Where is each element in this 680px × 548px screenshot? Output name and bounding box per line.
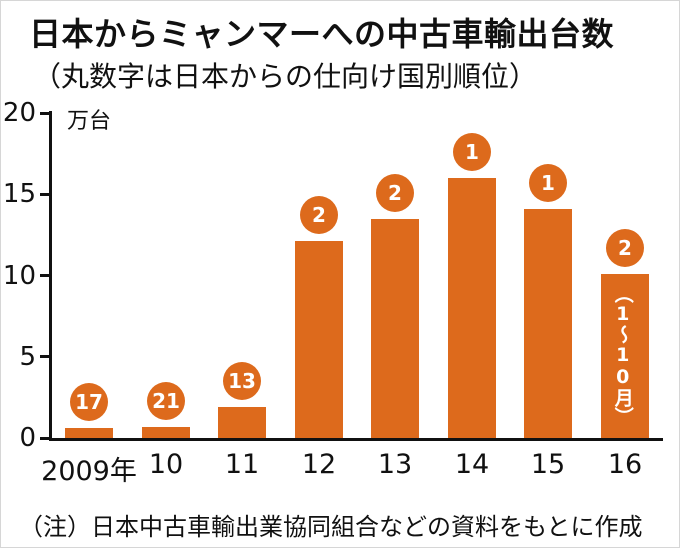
- rank-badge: 2: [376, 174, 414, 212]
- rank-badge: 1: [529, 164, 567, 202]
- bar-16: [601, 274, 649, 438]
- x-tick-label: 10: [148, 449, 184, 480]
- rank-badge: 2: [606, 229, 644, 267]
- y-tick-label: 0: [19, 423, 36, 453]
- rank-badge: 1: [453, 133, 491, 171]
- y-tick-label: 20: [2, 98, 36, 128]
- x-tick-label: 13: [377, 449, 413, 480]
- chart-title: 日本からミャンマーへの中古車輸出台数: [29, 15, 615, 53]
- bar-2009年: [65, 428, 113, 438]
- bar-12: [295, 241, 343, 438]
- y-tick-label: 10: [2, 260, 36, 291]
- bar-period-annotation: （1～10月）: [611, 283, 634, 426]
- y-tick: [40, 111, 49, 115]
- plot-area: 17 21 13 2 2 1 1 2 （1～10月）: [51, 113, 663, 438]
- y-tick-label: 15: [2, 179, 36, 210]
- x-axis-labels: 2009年 10 11 12 13 14 15 16: [41, 449, 663, 487]
- rank-badge: 17: [70, 383, 108, 421]
- bar-13: [371, 219, 419, 438]
- y-tick: [40, 192, 49, 196]
- x-tick-label: 16: [607, 449, 643, 480]
- y-tick: [40, 436, 49, 440]
- x-tick-label: 14: [454, 449, 490, 480]
- bar-11: [218, 407, 266, 438]
- x-tick-label: 15: [530, 449, 566, 480]
- bar-14: [448, 178, 496, 438]
- x-tick-label: 11: [224, 449, 260, 480]
- y-axis-line: [49, 111, 52, 441]
- source-note: （注）日本中古車輸出業協同組合などの資料をもとに作成: [19, 513, 643, 541]
- rank-badge: 2: [300, 196, 338, 234]
- chart-subtitle: （丸数字は日本からの仕向け国別順位）: [33, 60, 538, 93]
- bar-10: [142, 427, 190, 438]
- bar-15: [524, 209, 572, 438]
- rank-badge: 13: [223, 362, 261, 400]
- y-tick: [40, 274, 49, 277]
- x-tick-label: 12: [301, 449, 337, 480]
- rank-badge: 21: [147, 382, 185, 420]
- x-axis-line: [49, 438, 663, 441]
- x-tick-label: 2009年: [41, 456, 137, 487]
- y-axis-unit-label: 万台: [67, 109, 112, 134]
- y-tick-label: 5: [19, 341, 36, 372]
- y-tick: [40, 355, 49, 359]
